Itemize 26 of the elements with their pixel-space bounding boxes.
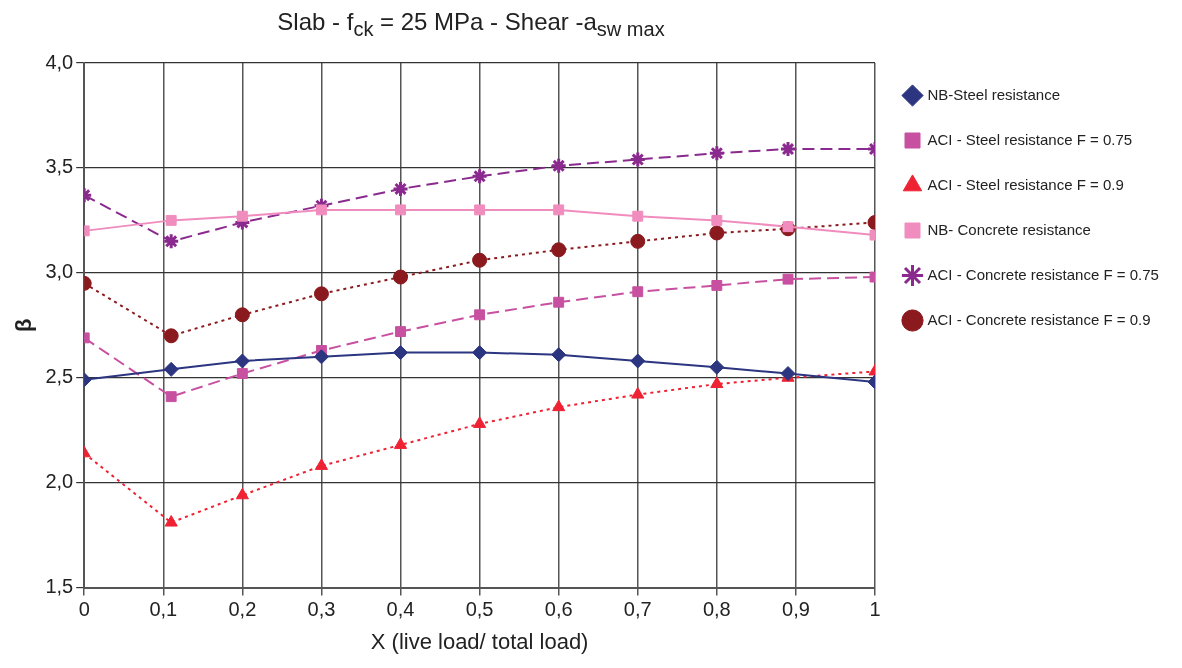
legend-label: NB- Concrete resistance (927, 220, 1091, 238)
x-tick-label: 0,3 (307, 598, 336, 621)
x-tick-label: 0,4 (386, 598, 415, 621)
x-tick-label: 0,1 (149, 598, 178, 621)
x-tick-label: 0 (78, 598, 90, 621)
legend-label: ACI - Steel resistance F = 0.75 (927, 130, 1133, 148)
y-tick-label: 4,0 (45, 50, 74, 73)
legend-label: ACI - Concrete resistance F = 0.75 (927, 265, 1159, 283)
y-tick-label: 3,0 (45, 260, 74, 283)
x-tick-label: 0,8 (702, 598, 731, 621)
chart-title: Slab - f$_{ck}$ = 25 MPa - Shear -a$_{sw max}$ (276, 8, 666, 42)
legend-label: NB-Steel resistance (927, 85, 1061, 103)
y-tick-label: 2,5 (45, 365, 74, 388)
x-tick-label: 1 (869, 598, 881, 621)
y-tick-label: 1,5 (45, 575, 74, 598)
x-tick-label: 0,9 (782, 598, 810, 621)
x-tick-label: 0,5 (465, 598, 494, 621)
y-tick-label: 3,5 (45, 155, 74, 178)
x-tick-label: 0,2 (228, 598, 257, 621)
x-axis-title: X (live load/ total load) (370, 628, 589, 654)
x-tick-label: 0,6 (544, 598, 573, 621)
x-tick-label: 0,7 (623, 598, 652, 621)
y-axis-title: β (11, 318, 37, 333)
legend-label: ACI - Steel resistance F = 0.9 (927, 175, 1124, 193)
y-tick-label: 2,0 (45, 470, 74, 493)
legend-label: ACI - Concrete resistance F = 0.9 (927, 310, 1151, 328)
